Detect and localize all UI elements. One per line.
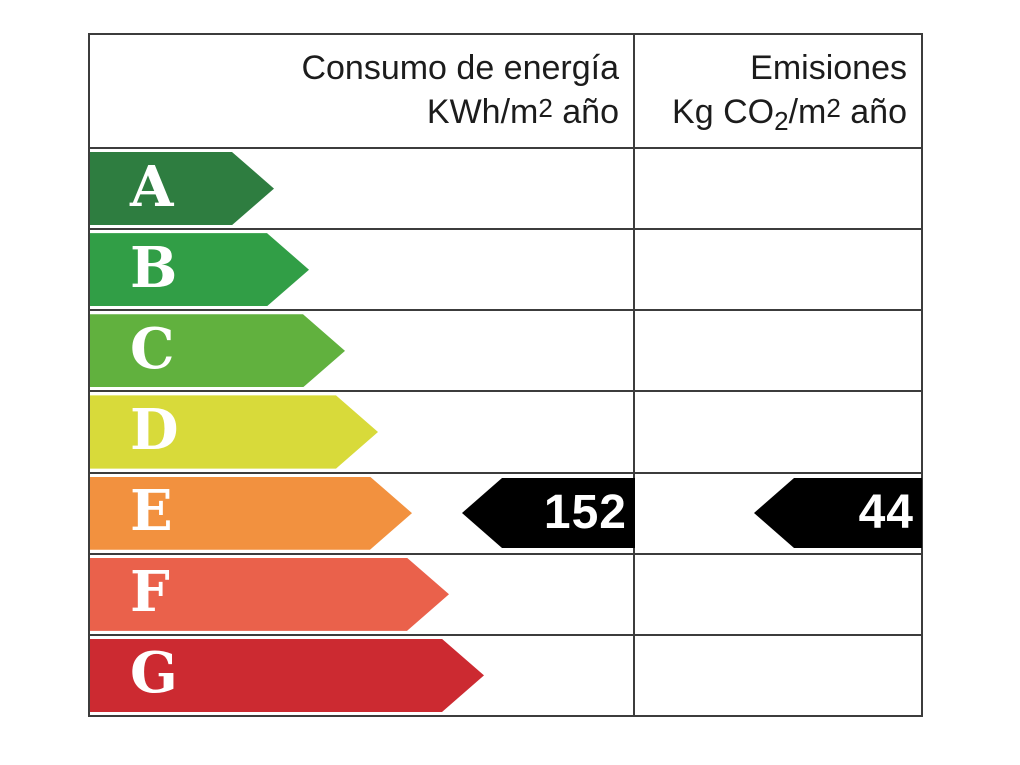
rating-letter-f: F bbox=[130, 559, 170, 626]
rating-letter-e: E bbox=[130, 478, 173, 545]
emissions-header-cell: Emisiones Kg CO2/m2 año bbox=[635, 35, 921, 147]
emissions-unit-sup: 2 bbox=[826, 93, 841, 123]
consumption-title-text: Consumo de energía bbox=[301, 49, 619, 87]
rating-bar-a: A bbox=[90, 152, 274, 225]
rating-row-d: D bbox=[90, 392, 921, 474]
rating-row-g: G bbox=[90, 636, 921, 715]
consumption-value: 152 bbox=[543, 486, 627, 539]
emissions-value-marker: 44 bbox=[754, 478, 922, 548]
rating-row-c: C bbox=[90, 311, 921, 393]
rating-row-a: A bbox=[90, 149, 921, 231]
consumption-unit-suffix: año bbox=[552, 93, 619, 131]
rating-row-b: B bbox=[90, 230, 921, 312]
emissions-title-text: Emisiones bbox=[750, 49, 907, 87]
consumption-unit: KWh/m2 año bbox=[90, 90, 619, 136]
consumption-unit-sup: 2 bbox=[538, 93, 553, 123]
rating-letter-g: G bbox=[130, 640, 178, 707]
rating-bar-d: D bbox=[90, 395, 378, 468]
emissions-value: 44 bbox=[858, 486, 914, 539]
rating-row-e: E bbox=[90, 474, 921, 555]
rating-letter-a: A bbox=[130, 153, 174, 220]
rating-bar-f: F bbox=[90, 558, 449, 631]
rating-table: Consumo de energía KWh/m2 año Emisiones … bbox=[88, 33, 923, 717]
consumption-title: Consumo de energía bbox=[90, 46, 619, 90]
rating-bar-g: G bbox=[90, 639, 484, 712]
table-header: Consumo de energía KWh/m2 año Emisiones … bbox=[90, 35, 921, 149]
consumption-unit-prefix: KWh/m bbox=[426, 93, 539, 131]
rating-bar-b: B bbox=[90, 233, 309, 306]
rating-letter-d: D bbox=[130, 396, 179, 463]
rating-letter-b: B bbox=[130, 234, 178, 301]
emissions-unit-suffix: año bbox=[840, 93, 907, 131]
emissions-unit-sub: 2 bbox=[774, 106, 789, 136]
column-divider bbox=[633, 35, 635, 715]
emissions-title: Emisiones bbox=[635, 46, 907, 90]
emissions-unit-mid: /m bbox=[788, 93, 827, 131]
consumption-value-marker: 152 bbox=[462, 478, 635, 548]
consumption-header-cell: Consumo de energía KWh/m2 año bbox=[90, 35, 635, 147]
emissions-unit: Kg CO2/m2 año bbox=[635, 90, 907, 136]
rating-letter-c: C bbox=[130, 315, 175, 382]
rating-bar-c: C bbox=[90, 314, 345, 387]
rating-bar-e: E bbox=[90, 477, 412, 550]
emissions-unit-prefix: Kg CO bbox=[672, 93, 775, 131]
rating-row-f: F bbox=[90, 555, 921, 636]
